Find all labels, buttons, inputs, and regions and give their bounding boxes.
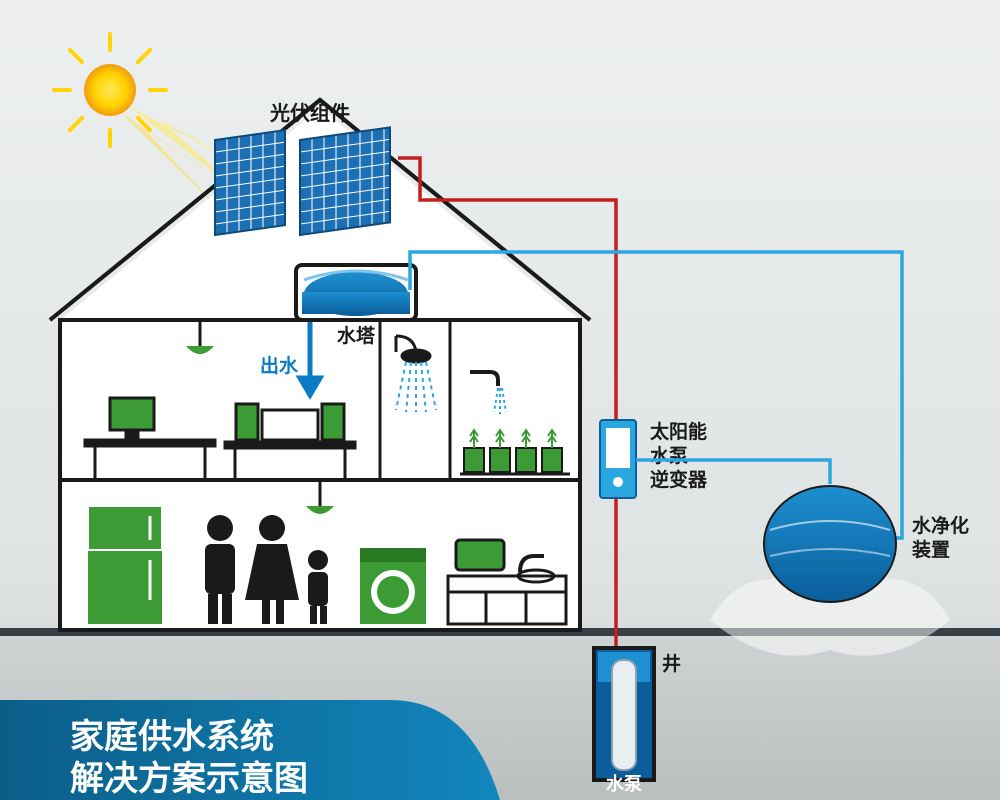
pv-panels <box>215 127 390 235</box>
well-label: 井 <box>662 653 681 675</box>
well <box>594 648 654 780</box>
purifier-label-1: 水净化 <box>912 514 969 537</box>
inverter-label-1: 太阳能 <box>650 420 707 443</box>
pv-label: 光伏组件 <box>269 101 350 125</box>
inverter <box>600 420 636 498</box>
pump-label: 水泵 <box>606 773 642 794</box>
title-line1: 家庭供水系统 <box>70 717 274 756</box>
inverter-label-3: 逆变器 <box>650 468 708 491</box>
purifier <box>764 486 896 602</box>
water-tower-label: 水塔 <box>337 324 376 347</box>
purifier-label-2: 装置 <box>911 538 950 561</box>
title-line2: 解决方案示意图 <box>70 760 308 798</box>
inverter-label-2: 水泵 <box>650 445 688 467</box>
water-out-label: 出水 <box>260 354 299 377</box>
